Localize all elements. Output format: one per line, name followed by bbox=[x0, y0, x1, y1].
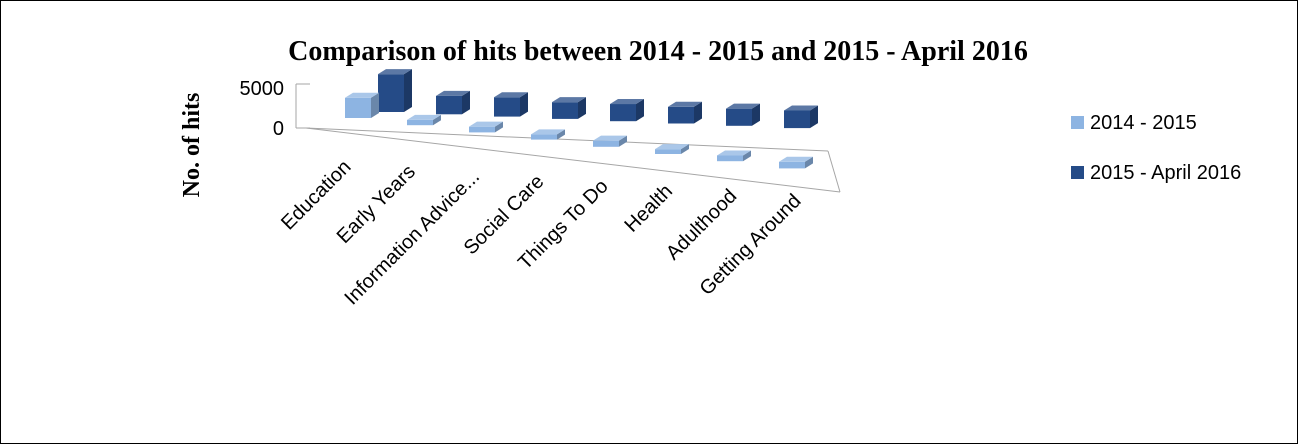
bars-group bbox=[345, 69, 818, 169]
bar-side-face bbox=[462, 90, 470, 115]
bar-2014-2015-things-to-do bbox=[593, 135, 627, 147]
bar-top-face bbox=[717, 150, 751, 156]
bar-side-face bbox=[557, 129, 565, 140]
bar-side-face bbox=[520, 92, 528, 117]
bar-front-face bbox=[469, 126, 495, 133]
bar-front-face bbox=[655, 149, 681, 154]
bar-front-face bbox=[610, 104, 636, 122]
legend-swatch-2015-april-2016 bbox=[1071, 166, 1084, 179]
bar-side-face bbox=[495, 121, 503, 133]
bar-2015-april-2016-things-to-do bbox=[610, 99, 644, 122]
bar-front-face bbox=[436, 95, 462, 115]
category-label-health: Health bbox=[621, 180, 677, 236]
bar-side-face bbox=[619, 135, 627, 147]
floor-back-edge bbox=[305, 127, 829, 152]
bar-side-face bbox=[404, 69, 412, 112]
bar-front-face bbox=[779, 161, 805, 169]
legend: 2014 - 2015 2015 - April 2016 bbox=[1071, 112, 1241, 184]
bar-top-face bbox=[784, 105, 818, 111]
bar-side-face bbox=[636, 99, 644, 122]
bar-2015-april-2016-health bbox=[668, 101, 702, 124]
bar-front-face bbox=[531, 134, 557, 140]
bar-side-face bbox=[810, 105, 818, 129]
bar-top-face bbox=[345, 92, 379, 98]
bar-front-face bbox=[378, 74, 404, 112]
legend-item-2014-2015: 2014 - 2015 bbox=[1071, 112, 1197, 134]
bar-side-face bbox=[371, 92, 379, 118]
floor-right-edge bbox=[827, 150, 841, 193]
bar-top-face bbox=[726, 103, 760, 109]
bar-front-face bbox=[593, 140, 619, 147]
bar-2015-april-2016-adulthood bbox=[726, 103, 760, 126]
bar-2015-april-2016-early-years bbox=[436, 90, 470, 115]
floor-front-edge bbox=[305, 127, 841, 193]
bar-top-face bbox=[407, 114, 441, 120]
y-tick-label-top: 5000 bbox=[240, 78, 285, 100]
bar-front-face bbox=[407, 119, 433, 126]
bar-2014-2015-early-years bbox=[407, 114, 441, 126]
bar-top-face bbox=[531, 129, 565, 135]
bar-2015-april-2016-social-care bbox=[552, 97, 586, 119]
bar-2014-2015-information-advice bbox=[469, 121, 503, 133]
bar-top-face bbox=[552, 97, 586, 103]
bar-2015-april-2016-getting-around bbox=[784, 105, 818, 129]
bar-front-face bbox=[717, 155, 743, 162]
bar-2014-2015-health bbox=[655, 144, 689, 154]
bar-side-face bbox=[694, 101, 702, 124]
bar-front-face bbox=[784, 110, 810, 129]
legend-swatch-2014-2015 bbox=[1071, 116, 1084, 129]
bar-2014-2015-getting-around bbox=[779, 156, 813, 169]
bar-top-face bbox=[436, 90, 470, 96]
y-axis-label: No. of hits bbox=[179, 93, 205, 198]
bar-front-face bbox=[494, 97, 520, 117]
bar-top-face bbox=[469, 121, 503, 127]
bar-side-face bbox=[743, 150, 751, 162]
bar-2015-april-2016-education bbox=[378, 69, 412, 112]
bar-2015-april-2016-information-advice bbox=[494, 92, 528, 117]
bar-top-face bbox=[668, 101, 702, 107]
bar-side-face bbox=[433, 114, 441, 126]
bar-2014-2015-adulthood bbox=[717, 150, 751, 162]
bar-top-face bbox=[378, 69, 412, 75]
bar-front-face bbox=[726, 108, 752, 126]
chart-walls bbox=[295, 83, 841, 193]
bar-side-face bbox=[805, 156, 813, 169]
bar-side-face bbox=[681, 144, 689, 154]
legend-label-2014-2015: 2014 - 2015 bbox=[1090, 112, 1197, 134]
bar-top-face bbox=[779, 156, 813, 162]
legend-label-2015-april-2016: 2015 - April 2016 bbox=[1090, 162, 1241, 184]
bar-front-face bbox=[345, 97, 371, 118]
bar-2014-2015-social-care bbox=[531, 129, 565, 140]
bar-side-face bbox=[578, 97, 586, 119]
bar-2014-2015-education bbox=[345, 92, 379, 118]
bar-side-face bbox=[752, 103, 760, 126]
bar-top-face bbox=[610, 99, 644, 105]
chart-title: Comparison of hits between 2014 - 2015 a… bbox=[288, 36, 1028, 67]
bar-front-face bbox=[668, 106, 694, 124]
bar-top-face bbox=[494, 92, 528, 98]
category-label-information-advice: Information Advice... bbox=[340, 166, 484, 310]
bar-front-face bbox=[552, 102, 578, 119]
bar-top-face bbox=[593, 135, 627, 141]
y-tick-label-zero: 0 bbox=[273, 118, 284, 140]
legend-item-2015-april-2016: 2015 - April 2016 bbox=[1071, 162, 1241, 184]
bar-top-face bbox=[655, 144, 689, 150]
